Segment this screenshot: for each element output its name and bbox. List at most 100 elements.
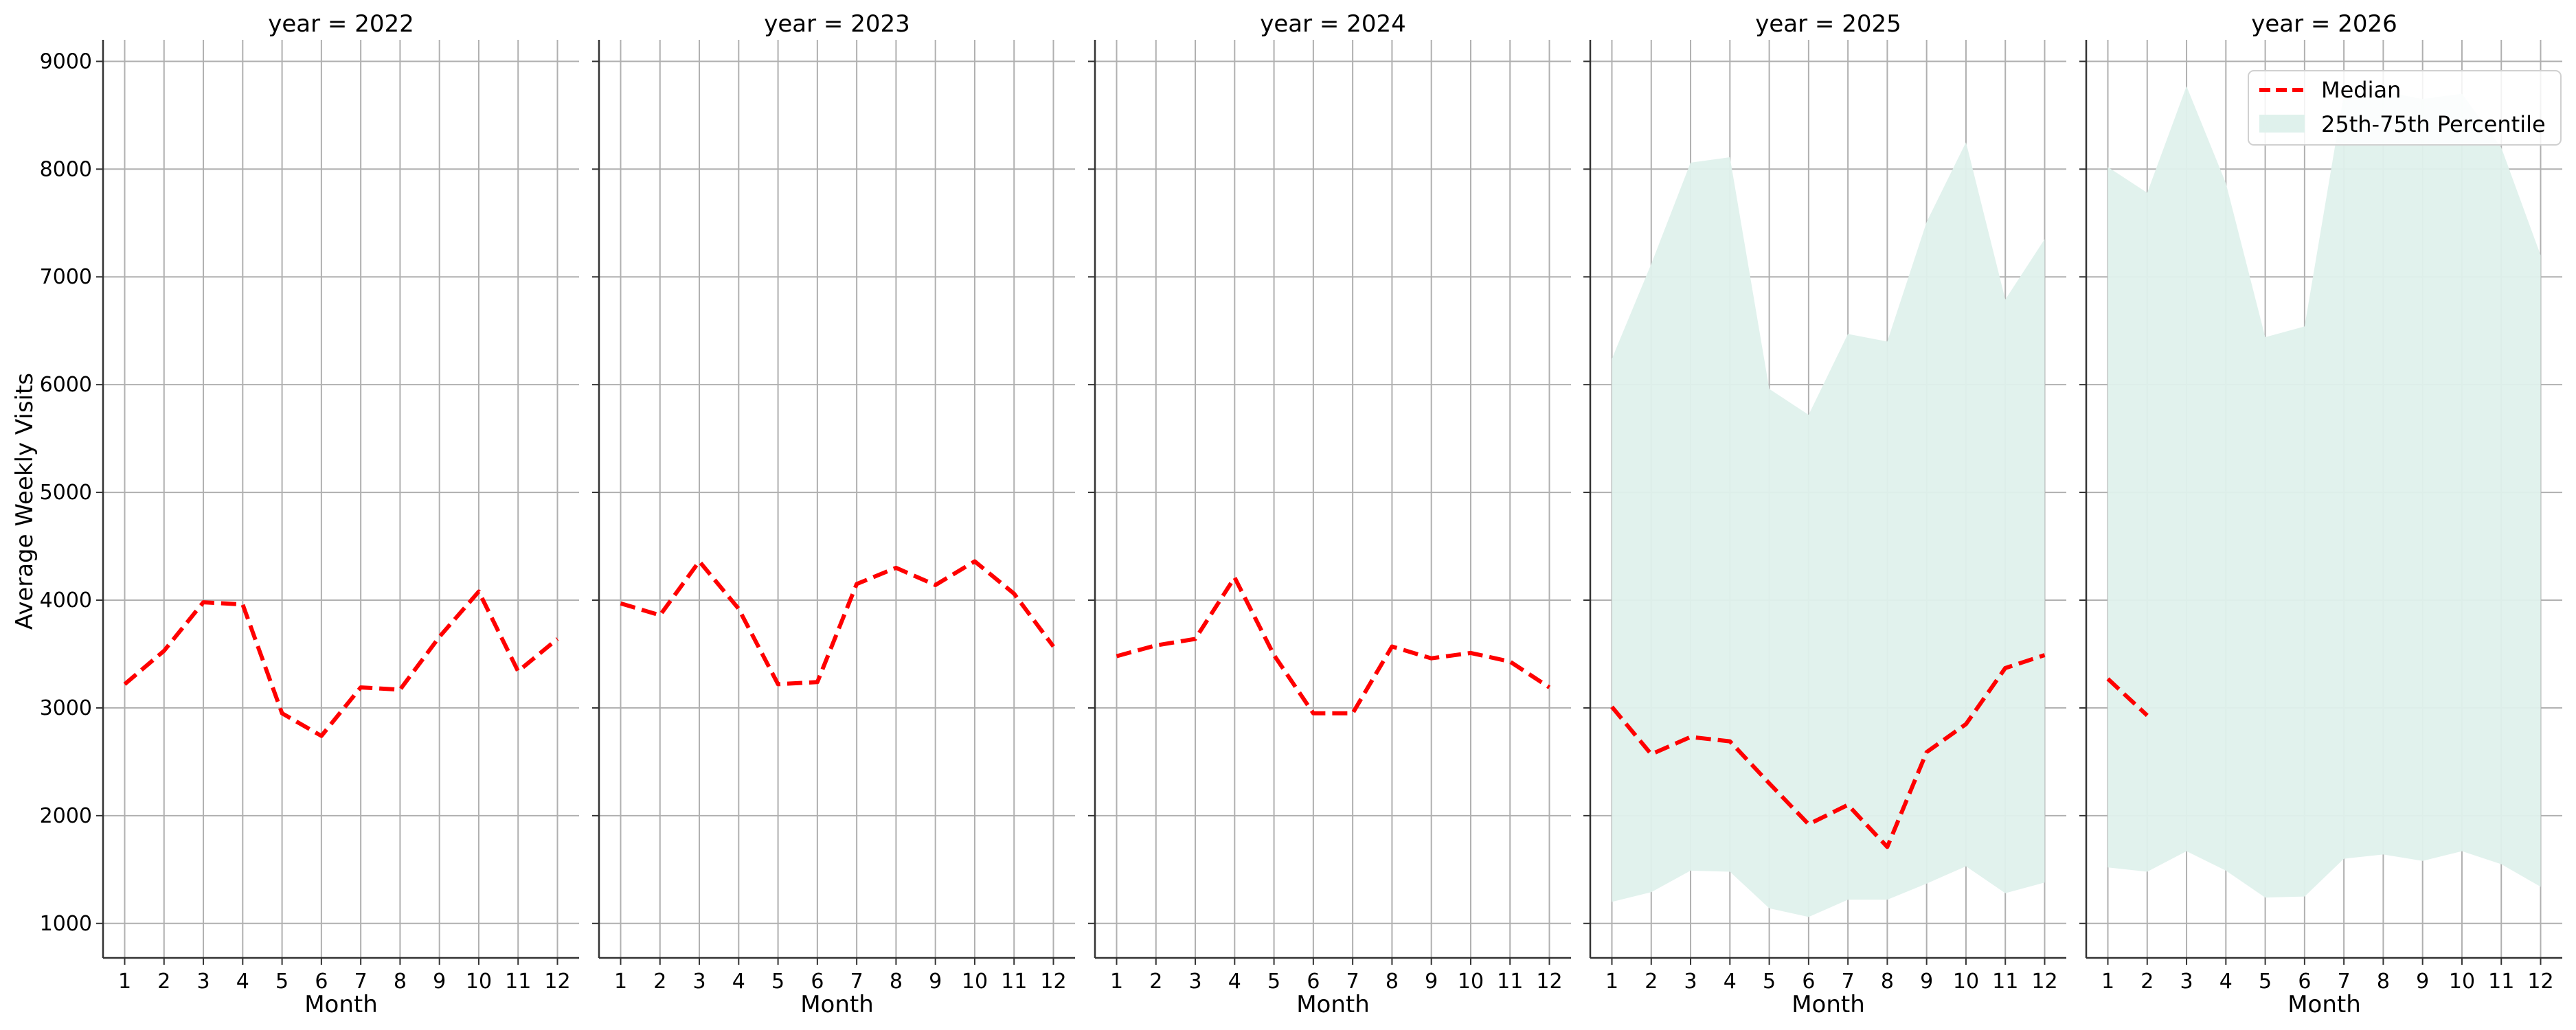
x-tick-label: 7: [2338, 970, 2351, 994]
median-point: [855, 582, 859, 586]
legend-swatch-band: [2259, 115, 2305, 133]
x-tick-label: 9: [433, 970, 446, 994]
median-point: [477, 589, 481, 593]
median-point: [1232, 575, 1236, 580]
x-tick-label: 10: [1458, 970, 1484, 994]
x-tick-label: 4: [2219, 970, 2233, 994]
y-tick-label: 3000: [40, 696, 92, 720]
median-point: [1728, 740, 1732, 744]
x-axis-label: Month: [800, 991, 874, 1018]
median-point: [736, 607, 741, 611]
x-tick-label: 1: [118, 970, 131, 994]
median-point: [1610, 705, 1614, 709]
panel-1: year = 2022 1000 2000 3000 4000 5000 6000 7000 8…: [40, 10, 579, 1018]
median-point: [1469, 651, 1473, 655]
median-line: [123, 589, 559, 738]
median-point: [1351, 711, 1355, 716]
x-tick-label: 2: [157, 970, 170, 994]
x-axis-label: Month: [1296, 991, 1370, 1018]
x-tick-label: 3: [1684, 970, 1697, 994]
y-axis-label: Average Weekly Visits: [11, 373, 38, 630]
y-tick-label: 4000: [40, 588, 92, 613]
panel-title: year = 2025: [1755, 10, 1901, 38]
x-tick-label: 10: [962, 970, 988, 994]
x-tick-label: 5: [1763, 970, 1776, 994]
x-tick-label: 4: [732, 970, 745, 994]
panel-title: year = 2022: [268, 10, 414, 38]
median-point: [1430, 656, 1434, 661]
x-tick-label: 8: [1386, 970, 1399, 994]
x-tick-label: 1: [2101, 970, 2114, 994]
median-point: [1649, 752, 1653, 756]
x-tick-label: 2: [1645, 970, 1658, 994]
median-point: [1964, 722, 1968, 726]
x-axis-label: Month: [2287, 991, 2361, 1018]
median-point: [201, 600, 205, 604]
median-point: [1154, 643, 1158, 648]
x-tick-label: 12: [1536, 970, 1562, 994]
x-tick-label: 7: [850, 970, 863, 994]
median-point: [319, 734, 324, 738]
median-point: [359, 685, 363, 689]
median-point: [973, 560, 977, 564]
x-tick-label: 9: [1425, 970, 1438, 994]
x-tick-label: 4: [1724, 970, 1737, 994]
median-point: [1311, 711, 1315, 716]
median-point: [1885, 845, 1889, 849]
y-tick-label: 1000: [40, 912, 92, 936]
x-tick-label: 10: [1953, 970, 1979, 994]
x-tick-label: 9: [929, 970, 942, 994]
median-point: [1272, 653, 1276, 657]
median-point: [438, 634, 442, 639]
panel-title: year = 2024: [1260, 10, 1405, 38]
median-point: [280, 711, 284, 716]
x-tick-label: 12: [1040, 970, 1066, 994]
x-tick-label: 2: [653, 970, 666, 994]
percentile-band: [2108, 86, 2541, 898]
x-tick-label: 2: [2140, 970, 2154, 994]
x-tick-label: 1: [1110, 970, 1123, 994]
median-point: [894, 566, 898, 570]
y-tick-label: 6000: [40, 373, 92, 397]
median-point: [1052, 644, 1056, 648]
legend-entry-band: 25th-75th Percentile: [2321, 111, 2546, 137]
x-tick-label: 7: [1842, 970, 1855, 994]
median-point: [697, 560, 701, 564]
x-tick-label: 7: [1346, 970, 1359, 994]
median-point: [162, 649, 166, 653]
median-point: [1807, 822, 1811, 826]
median-point: [1548, 685, 1552, 689]
median-point: [2106, 677, 2110, 681]
median-point: [619, 602, 623, 606]
median-point: [516, 670, 520, 674]
y-tick-label: 2000: [40, 804, 92, 828]
x-tick-label: 10: [2449, 970, 2475, 994]
x-tick-label: 6: [811, 970, 824, 994]
median-point: [1767, 781, 1772, 786]
y-tick-label: 8000: [40, 157, 92, 181]
median-point: [1925, 750, 1929, 754]
median-line: [1116, 575, 1551, 716]
x-tick-label: 2: [1149, 970, 1162, 994]
x-tick-label: 6: [1307, 970, 1320, 994]
x-tick-label: 5: [771, 970, 784, 994]
y-tick-label: 9000: [40, 49, 92, 73]
median-point: [1508, 659, 1512, 663]
x-tick-label: 12: [2031, 970, 2057, 994]
x-tick-label: 3: [196, 970, 210, 994]
panel-title: year = 2026: [2251, 10, 2397, 38]
median-point: [1115, 654, 1119, 659]
median-point: [2145, 713, 2149, 718]
x-tick-label: 12: [2527, 970, 2553, 994]
y-tick-label: 7000: [40, 265, 92, 289]
legend-box: [2248, 70, 2562, 146]
x-tick-label: 4: [1228, 970, 1241, 994]
median-point: [1846, 803, 1850, 807]
x-tick-label: 8: [1881, 970, 1894, 994]
x-tick-label: 6: [2298, 970, 2311, 994]
median-line: [2106, 677, 2149, 718]
x-axis-label: Month: [1792, 991, 1865, 1018]
